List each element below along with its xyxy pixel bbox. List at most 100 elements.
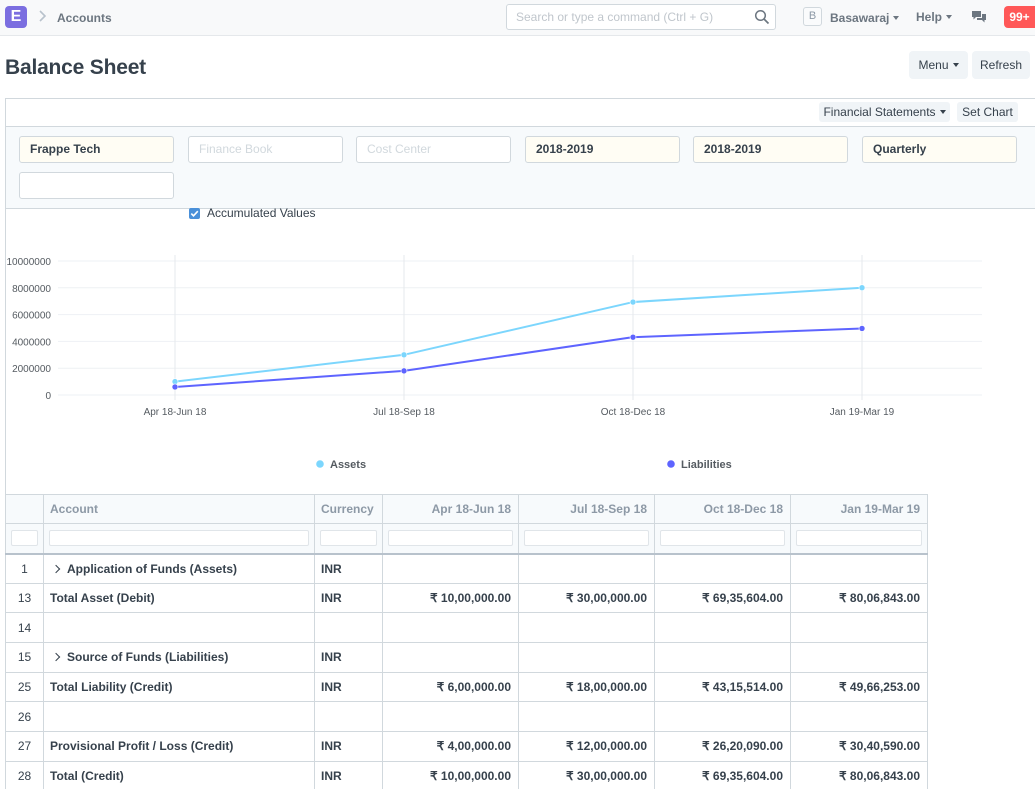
account-cell — [43, 701, 315, 733]
finance-book-field[interactable]: Finance Book — [188, 136, 343, 163]
report-toolbar: Financial Statements Set Chart — [6, 99, 1035, 127]
menu-button[interactable]: Menu — [909, 51, 968, 79]
table-row[interactable]: 28 Total (Credit) INR ₹ 10,00,000.00 ₹ 30,00… — [5, 760, 928, 789]
user-name-label: Basawaraj — [830, 11, 890, 25]
series-line-liabilities — [174, 327, 863, 388]
search-bar — [506, 4, 776, 30]
table-row[interactable]: 26 — [5, 701, 928, 733]
refresh-button[interactable]: Refresh — [972, 51, 1030, 79]
avatar[interactable]: B — [803, 7, 822, 26]
table-row[interactable]: 27 Provisional Profit / Loss (Credit) INR ₹… — [5, 731, 928, 762]
row-index: 15 — [5, 642, 44, 673]
company-field[interactable]: Frappe Tech — [19, 136, 174, 163]
caret-down-icon — [952, 63, 959, 67]
amount-cell: ₹ 10,00,000.00 — [382, 760, 519, 789]
column-header[interactable]: Jan 19-Mar 19 — [790, 494, 928, 524]
financial-statements-button[interactable]: Financial Statements — [819, 102, 950, 122]
table-row[interactable]: 1 Application of Funds (Assets) INR — [5, 552, 928, 584]
currency-cell — [314, 612, 383, 644]
column-header[interactable]: Apr 18-Jun 18 — [382, 494, 519, 524]
x-tick-label: Jul 18-Sep 18 — [373, 407, 435, 418]
amount-cell: ₹ 12,00,000.00 — [518, 731, 655, 762]
amount-cell: ₹ 30,40,590.00 — [790, 731, 928, 762]
column-filter-input[interactable] — [11, 530, 38, 547]
set-chart-button[interactable]: Set Chart — [957, 102, 1018, 122]
series-point-liabilities — [171, 383, 179, 391]
amount-cell — [654, 612, 791, 644]
cost-center-field[interactable]: Cost Center — [356, 136, 511, 163]
series-point-liabilities — [400, 367, 408, 375]
y-tick-label: 6000000 — [12, 311, 51, 322]
amount-cell — [790, 701, 928, 733]
chevron-right-icon[interactable] — [51, 653, 61, 662]
amount-cell — [382, 642, 519, 673]
account-label: Total Liability (Credit) — [50, 680, 173, 695]
currency-cell: INR — [314, 582, 383, 614]
menu-label: Menu — [918, 58, 949, 72]
chevron-right-icon — [38, 9, 48, 26]
column-filter-input[interactable] — [320, 530, 377, 547]
breadcrumb-accounts[interactable]: Accounts — [57, 11, 112, 25]
legend-label-assets: Assets — [330, 459, 366, 471]
column-filter-input[interactable] — [660, 530, 785, 547]
search-icon[interactable] — [754, 9, 770, 25]
row-index: 1 — [5, 552, 44, 584]
table-row[interactable]: 13 Total Asset (Debit) INR ₹ 10,00,000.00 ₹ … — [5, 582, 928, 614]
caret-down-icon — [946, 15, 953, 19]
x-tick-label: Apr 18-Jun 18 — [144, 407, 207, 418]
to-fiscal-year-field[interactable]: 2018-2019 — [693, 136, 848, 163]
amount-cell — [518, 642, 655, 673]
legend-marker-liabilities — [667, 460, 675, 468]
amount-cell: ₹ 49,66,253.00 — [790, 671, 928, 703]
help-menu[interactable]: Help — [916, 10, 953, 24]
periodicity-field[interactable]: Quarterly — [862, 136, 1017, 163]
amount-cell: ₹ 80,06,843.00 — [790, 582, 928, 614]
chat-icon[interactable] — [971, 9, 987, 25]
column-header[interactable]: Oct 18-Dec 18 — [654, 494, 791, 524]
table-row[interactable]: 14 — [5, 612, 928, 644]
account-cell[interactable]: Application of Funds (Assets) — [43, 552, 315, 584]
y-tick-label: 0 — [45, 391, 51, 402]
x-tick-label: Oct 18-Dec 18 — [601, 407, 666, 418]
app-logo[interactable]: E — [5, 6, 27, 28]
row-index: 26 — [5, 701, 44, 733]
accumulated-values-label: Accumulated Values — [207, 206, 316, 220]
amount-cell: ₹ 30,00,000.00 — [518, 760, 655, 789]
user-menu[interactable]: Basawaraj — [830, 11, 900, 25]
legend-label-liabilities: Liabilities — [681, 459, 732, 471]
series-point-assets — [629, 298, 637, 306]
y-tick-label: 10000000 — [7, 257, 52, 268]
search-input[interactable] — [507, 5, 747, 29]
amount-cell — [654, 552, 791, 584]
amount-cell: ₹ 69,35,604.00 — [654, 760, 791, 789]
series-point-liabilities — [858, 325, 866, 332]
account-cell: Provisional Profit / Loss (Credit) — [43, 731, 315, 762]
table-row[interactable]: 15 Source of Funds (Liabilities) INR — [5, 642, 928, 673]
table-filter-row — [5, 523, 928, 554]
amount-cell — [382, 701, 519, 733]
column-filter-input[interactable] — [388, 530, 513, 547]
help-label: Help — [916, 10, 943, 24]
navbar: E Accounts B Basawaraj Help 99+ — [0, 0, 1035, 36]
chevron-right-icon[interactable] — [51, 564, 61, 573]
column-header[interactable]: Account — [43, 494, 315, 524]
column-header[interactable]: Jul 18-Sep 18 — [518, 494, 655, 524]
y-tick-label: 4000000 — [12, 337, 51, 348]
notification-badge[interactable]: 99+ — [1004, 6, 1035, 28]
column-filter-input[interactable] — [49, 530, 309, 547]
account-cell[interactable]: Source of Funds (Liabilities) — [43, 642, 315, 673]
amount-cell — [790, 552, 928, 584]
accumulated-values-checkbox[interactable] — [189, 208, 200, 219]
amount-cell — [790, 642, 928, 673]
row-index: 28 — [5, 760, 44, 789]
column-filter-input[interactable] — [524, 530, 649, 547]
table-row[interactable]: 25 Total Liability (Credit) INR ₹ 6,00,000.… — [5, 671, 928, 703]
column-filter-input[interactable] — [796, 530, 922, 547]
column-header[interactable]: Currency — [314, 494, 383, 524]
filter-area: Frappe Tech Finance Book Cost Center 201… — [6, 127, 1035, 220]
from-fiscal-year-field[interactable]: 2018-2019 — [525, 136, 680, 163]
extra-filter-field[interactable] — [19, 172, 174, 199]
currency-cell: INR — [314, 552, 383, 584]
amount-cell — [654, 642, 791, 673]
amount-cell: ₹ 69,35,604.00 — [654, 582, 791, 614]
